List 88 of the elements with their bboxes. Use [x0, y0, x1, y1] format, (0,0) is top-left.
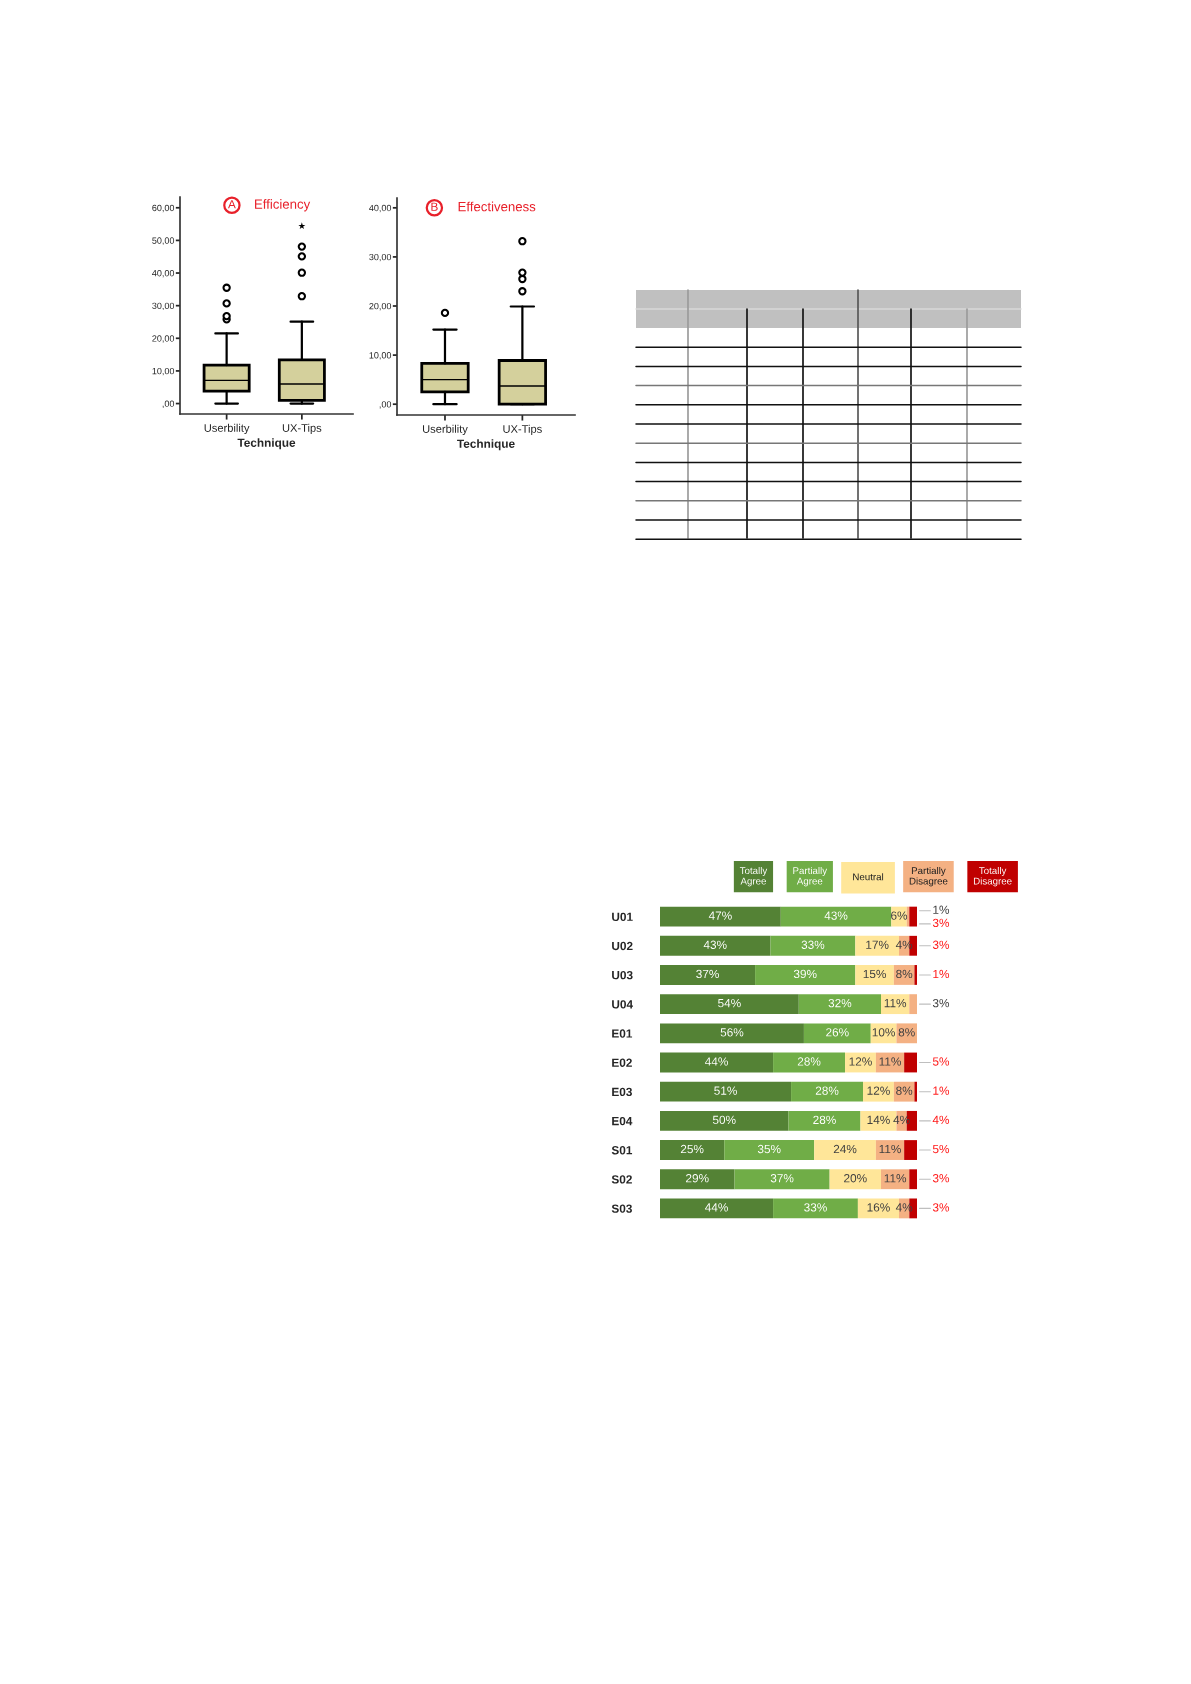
data-label: 5%: [932, 1144, 950, 1154]
data-label: 3%: [932, 998, 950, 1008]
data-label: 3%: [932, 1203, 950, 1212]
y-tick-label: S03: [611, 1204, 632, 1213]
x-axis-title: Technique: [457, 439, 515, 451]
data-label: 24%: [833, 1144, 857, 1154]
data-label: 44%: [705, 1203, 728, 1212]
y-tick-label: E01: [612, 1029, 633, 1038]
data-label: 17%: [866, 940, 889, 949]
data-label: 50%: [712, 1115, 736, 1125]
data-label: 15%: [863, 969, 886, 979]
y-tick-label: S02: [611, 1175, 632, 1184]
data-label: 8%: [896, 969, 913, 979]
y-tick-label: 40,00: [369, 204, 392, 213]
y-tick-label: 50,00: [152, 237, 175, 245]
y-tick-label: ,00: [162, 400, 175, 408]
data-label: 37%: [770, 1174, 794, 1183]
data-label: 3%: [932, 918, 950, 928]
data-label: 47%: [708, 911, 732, 920]
data-label: 3%: [932, 940, 950, 949]
data-label: 8%: [896, 1086, 913, 1095]
y-tick-label: 30,00: [152, 302, 175, 311]
text: Neutral: [853, 873, 884, 881]
y-tick-label: 20,00: [369, 302, 392, 311]
data-label: 5%: [932, 1057, 950, 1066]
text: Totally Agree: [739, 866, 768, 887]
data-label: 28%: [815, 1086, 839, 1095]
data-label: 11%: [879, 1057, 901, 1066]
data-label: 1%: [933, 1086, 950, 1095]
x-tick-label: UX-Tips: [503, 424, 542, 436]
data-label: 11%: [884, 999, 907, 1008]
data-label: 28%: [813, 1115, 836, 1125]
y-tick-label: 10,00: [152, 367, 175, 376]
chart-title: Efficiency: [255, 199, 311, 212]
data-label: 6%: [891, 911, 908, 920]
data-label: 25%: [680, 1144, 704, 1154]
y-tick-label: E02: [612, 1058, 632, 1067]
data-label: 33%: [804, 1203, 827, 1212]
x-axis-title: Technique: [237, 438, 296, 450]
data-label: 43%: [703, 940, 727, 949]
data-label: 12%: [849, 1057, 872, 1066]
data-label: 44%: [705, 1057, 728, 1066]
text: Totally Disagree: [973, 866, 1012, 887]
x-tick-label: Userbility: [423, 424, 468, 436]
data-label: 26%: [826, 1028, 849, 1037]
data-label: 54%: [718, 999, 741, 1008]
annotation: B: [431, 202, 438, 211]
data-label: 33%: [801, 940, 825, 949]
y-tick-label: U03: [612, 970, 633, 980]
data-label: 12%: [867, 1086, 890, 1095]
data-label: 51%: [714, 1086, 737, 1095]
text: Partially Agree: [793, 866, 828, 887]
y-tick-label: 30,00: [369, 253, 392, 262]
data-label: 35%: [757, 1144, 781, 1154]
y-tick-label: U04: [612, 1000, 633, 1009]
data-label: 56%: [720, 1028, 744, 1037]
y-tick-label: 60,00: [152, 204, 175, 213]
data-label: 43%: [824, 911, 848, 920]
data-label: 37%: [696, 969, 719, 979]
y-tick-label: S01: [611, 1146, 633, 1155]
data-label: 11%: [879, 1144, 901, 1154]
data-label: 28%: [797, 1057, 821, 1066]
x-tick-label: Userbility: [204, 423, 250, 435]
data-label: 14%: [867, 1115, 890, 1124]
y-tick-label: ,00: [379, 401, 392, 409]
y-tick-label: 10,00: [369, 352, 392, 360]
annotation: A: [227, 200, 236, 209]
chart-title: Effectiveness: [458, 201, 536, 212]
data-label: 39%: [793, 969, 817, 979]
y-tick-label: 40,00: [152, 270, 175, 278]
data-label: 8%: [898, 1028, 915, 1037]
data-label: 3%: [932, 1174, 950, 1183]
data-label: 16%: [867, 1203, 890, 1212]
y-tick-label: U01: [612, 912, 633, 921]
data-label: 10%: [872, 1028, 895, 1037]
data-label: 4%: [932, 1115, 950, 1124]
y-tick-label: E03: [612, 1087, 632, 1097]
data-label: 20%: [844, 1174, 867, 1183]
y-tick-label: U02: [612, 941, 633, 951]
data-label: 29%: [686, 1174, 709, 1183]
data-label: 32%: [828, 998, 852, 1008]
y-tick-label: E04: [612, 1116, 633, 1126]
data-label: 11%: [884, 1174, 907, 1183]
x-tick-label: UX-Tips: [282, 423, 322, 435]
y-tick-label: 20,00: [152, 335, 175, 343]
data-label: 1%: [933, 969, 950, 979]
data-label: 1%: [933, 905, 950, 914]
text: Partially Disagree: [909, 866, 948, 887]
